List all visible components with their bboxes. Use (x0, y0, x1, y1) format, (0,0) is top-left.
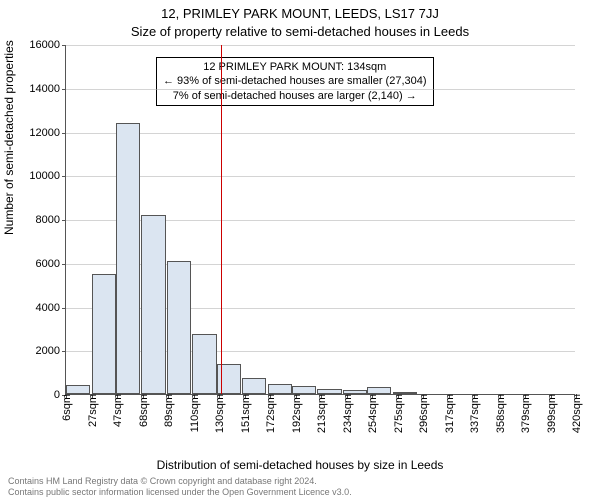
gridline (66, 89, 575, 90)
reference-line (221, 45, 222, 394)
y-tick-label: 16000 (29, 39, 66, 51)
y-tick-label: 12000 (29, 127, 66, 139)
x-tick-label: 275sqm (391, 394, 405, 433)
y-tick-label: 2000 (36, 345, 66, 357)
x-tick-label: 6sqm (59, 394, 73, 421)
x-tick-label: 110sqm (187, 394, 201, 432)
x-tick-label: 213sqm (314, 394, 328, 433)
histogram-bar (141, 215, 165, 394)
chart-container: 12, PRIMLEY PARK MOUNT, LEEDS, LS17 7JJ … (0, 0, 600, 500)
x-tick-label: 317sqm (442, 394, 456, 433)
x-tick-label: 89sqm (161, 394, 175, 427)
credits-line-1: Contains HM Land Registry data © Crown c… (8, 476, 352, 487)
x-tick-label: 130sqm (212, 394, 226, 433)
credits: Contains HM Land Registry data © Crown c… (8, 476, 352, 498)
annotation-line-3: 7% of semi-detached houses are larger (2… (163, 89, 427, 103)
x-tick-label: 234sqm (340, 394, 354, 433)
gridline (66, 133, 575, 134)
chart-title-main: 12, PRIMLEY PARK MOUNT, LEEDS, LS17 7JJ (0, 6, 600, 21)
x-tick-label: 420sqm (569, 394, 583, 433)
x-tick-label: 47sqm (110, 394, 124, 427)
chart-title-sub: Size of property relative to semi-detach… (0, 24, 600, 39)
x-tick-label: 172sqm (263, 394, 277, 433)
y-tick-label: 10000 (29, 170, 66, 182)
x-tick-label: 358sqm (493, 394, 507, 433)
y-axis-label: Number of semi-detached properties (2, 40, 16, 235)
x-tick-label: 151sqm (238, 394, 252, 433)
histogram-bar (66, 385, 90, 394)
histogram-bar (217, 364, 241, 394)
gridline (66, 45, 575, 46)
x-axis-label: Distribution of semi-detached houses by … (0, 458, 600, 472)
histogram-bar (242, 378, 266, 394)
annotation-line-1: 12 PRIMLEY PARK MOUNT: 134sqm (163, 60, 427, 74)
plot-area: 12 PRIMLEY PARK MOUNT: 134sqm ← 93% of s… (65, 45, 575, 395)
x-tick-label: 379sqm (518, 394, 532, 433)
annotation-box: 12 PRIMLEY PARK MOUNT: 134sqm ← 93% of s… (156, 57, 434, 106)
histogram-bar (167, 261, 191, 394)
x-tick-label: 254sqm (365, 394, 379, 433)
histogram-bar (292, 386, 316, 394)
x-tick-label: 399sqm (544, 394, 558, 433)
histogram-bar (192, 334, 216, 394)
y-tick-label: 8000 (36, 214, 66, 226)
histogram-bar (92, 274, 116, 394)
x-tick-label: 337sqm (467, 394, 481, 433)
histogram-bar (116, 123, 140, 394)
y-tick-label: 6000 (36, 258, 66, 270)
gridline (66, 176, 575, 177)
histogram-bar (268, 384, 292, 394)
x-tick-label: 68sqm (136, 394, 150, 427)
x-tick-label: 27sqm (85, 394, 99, 427)
x-tick-label: 192sqm (289, 394, 303, 433)
y-tick-label: 4000 (36, 302, 66, 314)
credits-line-2: Contains public sector information licen… (8, 487, 352, 498)
x-tick-label: 296sqm (416, 394, 430, 433)
annotation-line-2: ← 93% of semi-detached houses are smalle… (163, 74, 427, 88)
y-tick-label: 14000 (29, 83, 66, 95)
